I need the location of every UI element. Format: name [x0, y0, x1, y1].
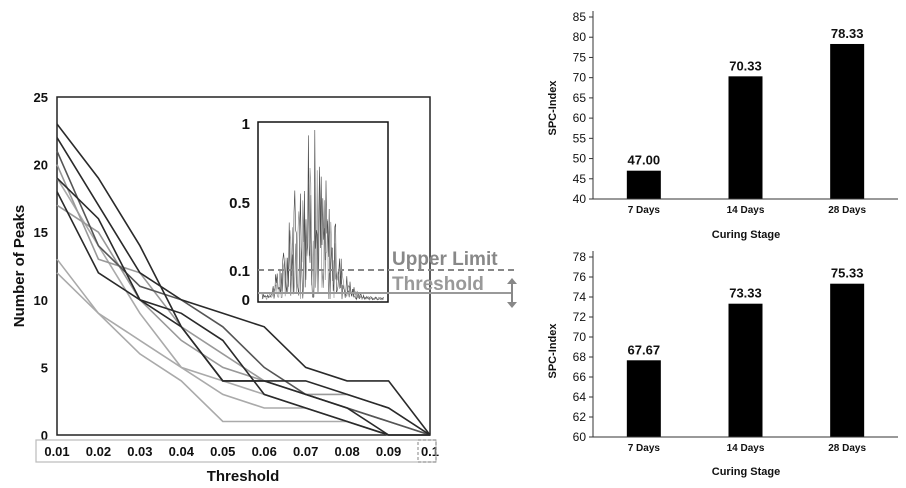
- spc-bar-chart-bottom: 67.67 73.33 75.33 60 62 64 66 68 70 72 74 76 78 7 Da…: [547, 250, 898, 478]
- bottom-y-tick-label: 66: [573, 370, 587, 384]
- peaks-x-tick-label: 0.1: [421, 444, 439, 459]
- threshold-adjust-arrow-icon: [507, 278, 517, 308]
- peaks-y-ticks: 0 5 10 15 20 25: [34, 90, 48, 443]
- peaks-x-tick-label: 0.09: [376, 444, 401, 459]
- bottom-y-tick-label: 60: [573, 430, 587, 444]
- peaks-x-tick-label: 0.07: [293, 444, 318, 459]
- peaks-x-tick-label: 0.06: [252, 444, 277, 459]
- top-x-tick-label: 14 Days: [727, 205, 765, 216]
- inset-y-tick-label: 0: [242, 292, 250, 309]
- peaks-series-group: [56, 123, 431, 436]
- top-y-tick-label: 75: [573, 50, 587, 64]
- x-tick-highlight-frame: [35, 439, 437, 463]
- peaks-x-ticks: 0.01 0.02 0.03 0.04 0.05 0.06 0.07 0.08 0.09 0.1: [35, 439, 439, 463]
- bottom-y-tick-label: 68: [573, 350, 587, 364]
- top-data-label: 47.00: [628, 153, 661, 168]
- top-y-tick-label: 80: [573, 30, 587, 44]
- spc-bar-chart-top: 47.00 70.33 78.33 40 45 50 55 60 65 70 75 80 85 7 Da…: [547, 10, 898, 241]
- threshold-label: Threshold: [392, 274, 484, 295]
- bottom-bar: [626, 360, 661, 437]
- bottom-y-tick-label: 74: [573, 290, 587, 304]
- top-y-tick-label: 85: [573, 10, 587, 24]
- peaks-y-axis-label: Number of Peaks: [11, 205, 28, 328]
- bottom-y-tick-label: 78: [573, 250, 587, 264]
- top-y-tick-label: 65: [573, 91, 587, 105]
- peaks-x-tick-label: 0.05: [210, 444, 235, 459]
- peaks-y-tick-label: 15: [34, 225, 48, 240]
- bottom-y-tick-label: 64: [573, 390, 587, 404]
- peaks-inset: 1 0.5 0.1 0 Upper Limit Threshold: [229, 116, 518, 309]
- peaks-x-tick-label: 0.02: [86, 444, 111, 459]
- top-y-tick-label: 50: [573, 152, 587, 166]
- bottom-x-tick-label: 14 Days: [727, 443, 765, 454]
- peaks-x-tick-label: 0.03: [127, 444, 152, 459]
- top-x-axis-label: Curing Stage: [712, 229, 780, 241]
- bottom-data-label: 67.67: [628, 342, 661, 357]
- top-data-label: 78.33: [831, 26, 864, 41]
- bottom-data-label: 75.33: [831, 266, 864, 281]
- bottom-x-tick-label: 28 Days: [828, 443, 866, 454]
- top-y-tick-label: 60: [573, 111, 587, 125]
- top-y-axis-label: SPC-Index: [547, 80, 559, 136]
- bottom-y-tick-label: 72: [573, 310, 587, 324]
- peaks-x-tick-label: 0.08: [334, 444, 359, 459]
- top-bar: [830, 43, 865, 200]
- top-axis: 40 45 50 55 60 65 70 75 80 85 7 Days 14 Days 28 Days: [573, 10, 898, 216]
- peaks-series-line: [56, 137, 431, 436]
- upper-limit-label: Upper Limit: [392, 249, 498, 270]
- peaks-x-axis-label: Threshold: [207, 468, 280, 485]
- bottom-bars: 67.67 73.33 75.33: [626, 266, 865, 437]
- bottom-bar: [830, 283, 865, 437]
- peaks-y-tick-label: 10: [34, 293, 48, 308]
- top-data-label: 70.33: [729, 58, 762, 73]
- bottom-y-axis-label: SPC-Index: [547, 323, 559, 379]
- top-x-tick-label: 7 Days: [628, 205, 661, 216]
- peaks-series-line: [56, 177, 430, 436]
- peaks-series-line: [56, 123, 430, 436]
- bottom-y-tick-label: 62: [573, 410, 587, 424]
- inset-y-tick-label: 0.1: [229, 263, 250, 280]
- bottom-x-axis-label: Curing Stage: [712, 466, 780, 478]
- peaks-x-tick-label: 0.01: [44, 444, 69, 459]
- top-y-tick-label: 70: [573, 71, 587, 85]
- top-bars: 47.00 70.33 78.33: [626, 26, 865, 200]
- top-bar: [626, 170, 661, 199]
- top-y-tick-label: 40: [573, 192, 587, 206]
- peaks-y-tick-label: 25: [34, 90, 48, 105]
- bottom-axis: 60 62 64 66 68 70 72 74 76 78 7 Days 14 Days 28 Days: [573, 250, 898, 454]
- inset-y-tick-label: 0.5: [229, 195, 250, 212]
- peaks-y-tick-label: 5: [41, 360, 48, 375]
- bottom-bar: [728, 303, 763, 437]
- bottom-y-tick-label: 70: [573, 330, 587, 344]
- top-y-tick-label: 45: [573, 172, 587, 186]
- inset-signal-trace: [261, 129, 384, 301]
- bottom-x-tick-label: 7 Days: [628, 443, 661, 454]
- inset-y-tick-label: 1: [242, 116, 250, 133]
- top-y-tick-label: 55: [573, 131, 587, 145]
- peaks-y-tick-label: 20: [34, 158, 48, 173]
- bottom-y-tick-label: 76: [573, 270, 587, 284]
- top-bar: [728, 76, 763, 199]
- bottom-data-label: 73.33: [729, 286, 762, 301]
- top-x-tick-label: 28 Days: [828, 205, 866, 216]
- peaks-y-tick-label: 0: [41, 428, 48, 443]
- peaks-series-line: [56, 150, 431, 436]
- peaks-x-tick-label: 0.04: [169, 444, 195, 459]
